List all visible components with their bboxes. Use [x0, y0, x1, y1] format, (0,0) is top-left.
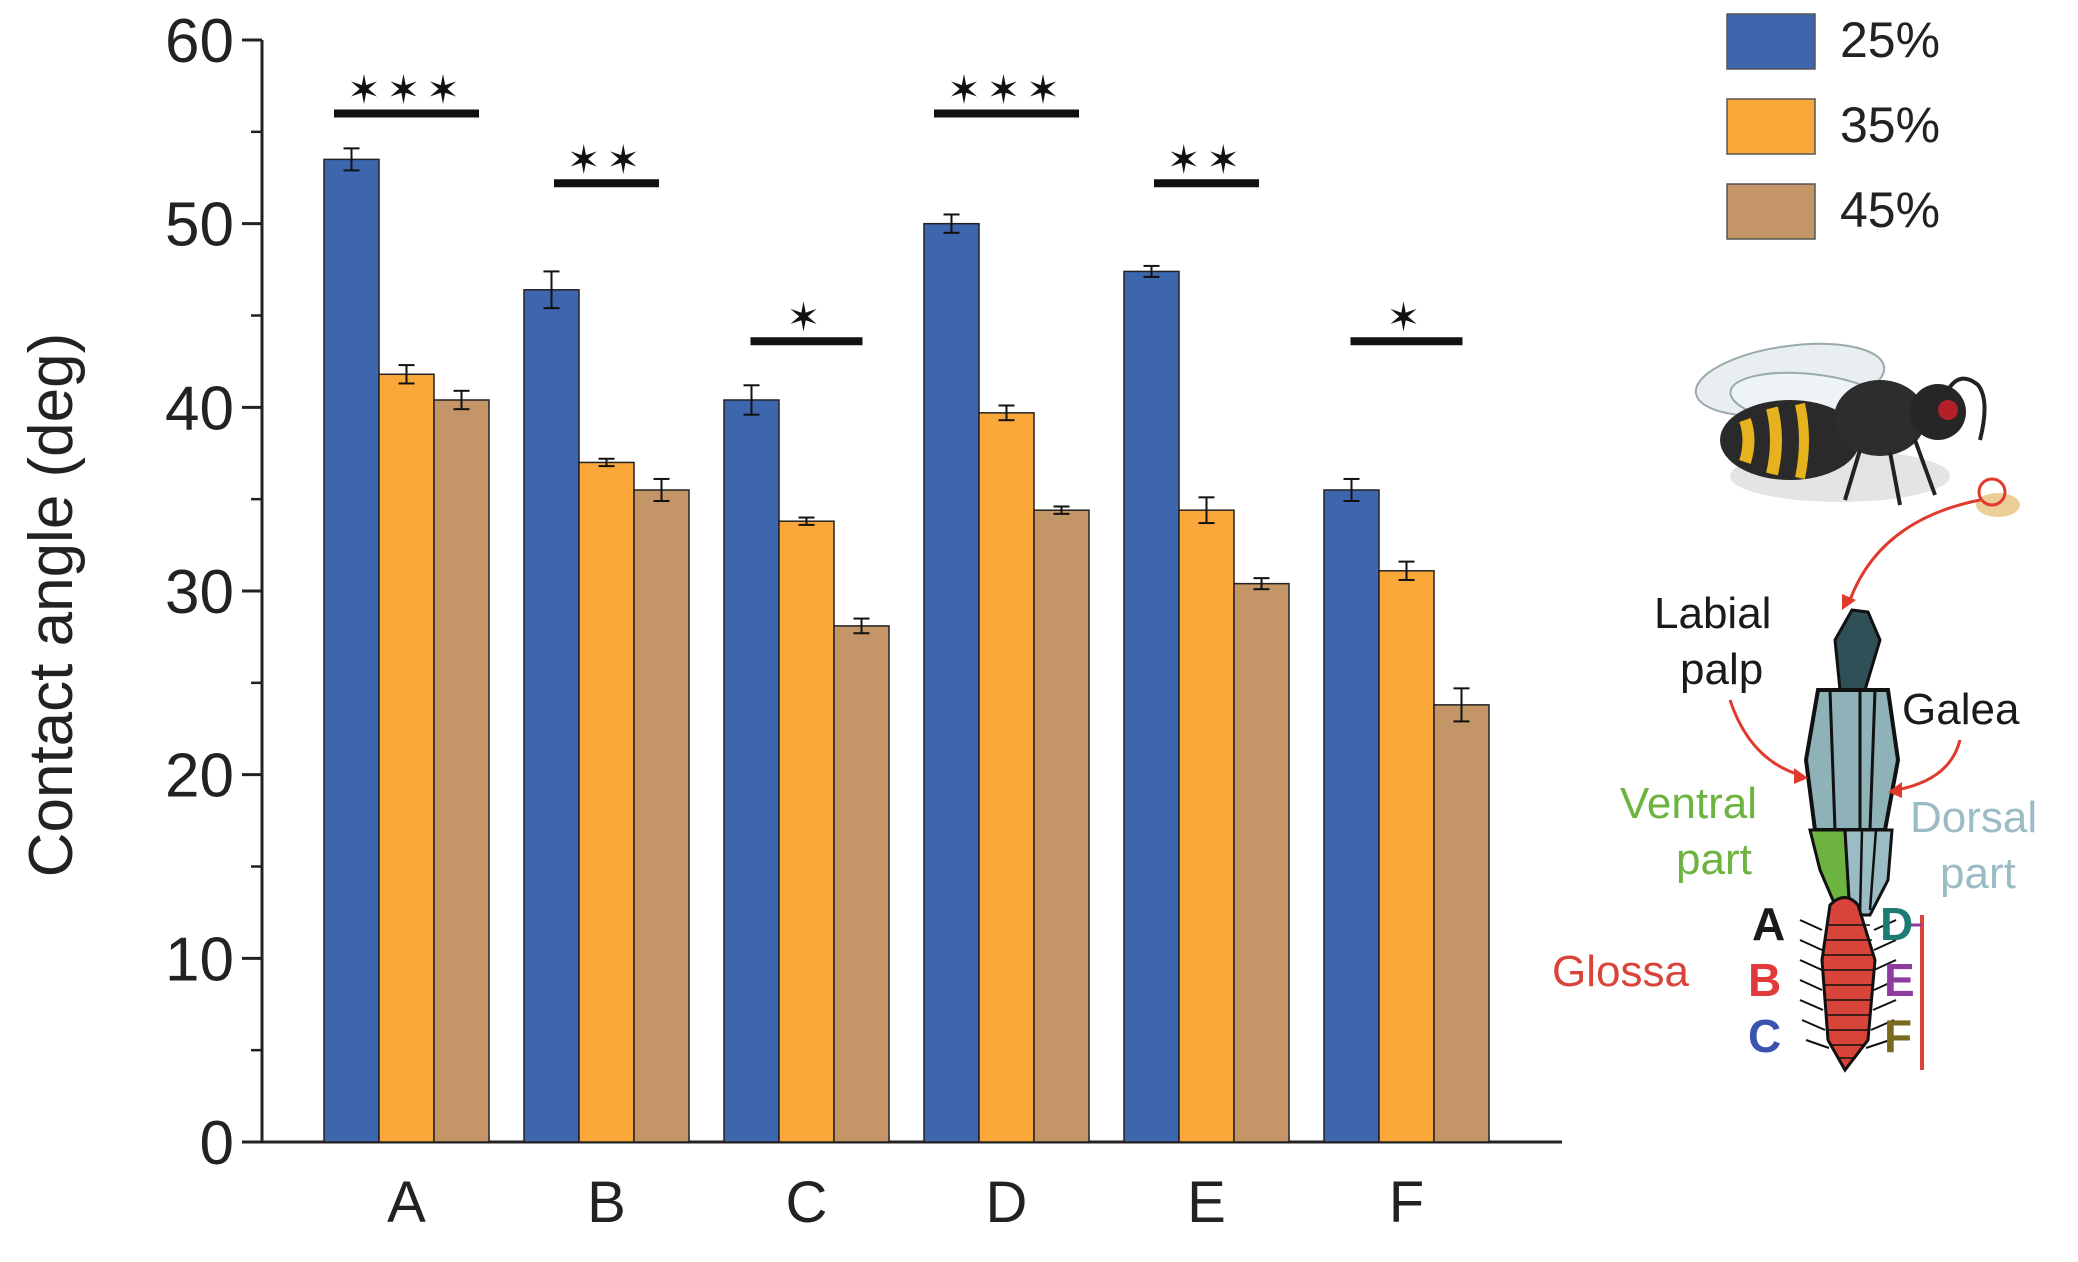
bar-d-1: [978, 412, 1035, 1143]
proboscis-diagram: [1799, 608, 1924, 1073]
y-tick-label: 50: [165, 191, 234, 260]
region-label-f: F: [1884, 1010, 1912, 1062]
y-tick-label: 20: [165, 742, 234, 811]
zoom-arrowhead: [1842, 594, 1856, 610]
significance-label: ✶✶: [567, 137, 646, 183]
bar-c-0: [723, 399, 780, 1143]
error-bars: [343, 147, 1470, 723]
bar-a-0: [323, 158, 380, 1143]
y-tick-label: 40: [165, 374, 234, 443]
bar-b-2: [633, 489, 690, 1143]
bar-f-0: [1323, 489, 1380, 1143]
legend-swatch-45: [1726, 183, 1816, 240]
bar-e-2: [1233, 582, 1290, 1143]
x-tick-label-b: B: [587, 1170, 626, 1235]
galea-arrowhead: [1888, 782, 1902, 798]
bar-e-0: [1123, 270, 1180, 1143]
significance-label: ✶✶✶: [947, 67, 1066, 113]
labial-arrowhead: [1794, 768, 1808, 784]
legend-swatch-35: [1726, 98, 1816, 155]
bar-a-2: [433, 399, 490, 1143]
zoom-arrow: [1848, 498, 1981, 601]
region-label-d: D: [1880, 898, 1913, 950]
legend-label-25: 25%: [1840, 12, 1940, 68]
y-tick-label: 0: [200, 1109, 234, 1178]
ventral-label-2: part: [1676, 835, 1752, 884]
bar-b-1: [578, 461, 635, 1143]
significance-label: ✶✶✶: [347, 67, 466, 113]
bar-f-2: [1433, 704, 1490, 1143]
y-ticks: 0 10 20 30 40 50 60: [165, 7, 262, 1178]
x-tick-label-e: E: [1187, 1170, 1226, 1235]
bar-d-2: [1033, 509, 1090, 1143]
region-label-e: E: [1884, 954, 1915, 1006]
bar-c-2: [833, 625, 890, 1143]
galea-label: Galea: [1902, 685, 2020, 734]
region-label-c: C: [1748, 1010, 1781, 1062]
bar-f-1: [1378, 570, 1435, 1143]
ventral-label-1: Ventral: [1620, 779, 1757, 828]
labial-palp-label-2: palp: [1680, 645, 1763, 694]
significance-label: ✶: [787, 295, 827, 341]
significance-markers: ✶✶✶✶✶✶✶✶✶✶✶✶: [334, 67, 1463, 346]
y-tick-label: 10: [165, 925, 234, 994]
legend: 25% 35% 45%: [1726, 12, 1940, 240]
x-tick-label-a: A: [387, 1170, 426, 1235]
galea-arrow: [1895, 739, 1962, 792]
bars: [323, 158, 1490, 1143]
bar-a-1: [378, 373, 435, 1143]
bee-illustration: [1694, 342, 2020, 517]
labial-arrow: [1728, 699, 1801, 777]
legend-label-35: 35%: [1840, 97, 1940, 153]
dorsal-label-2: part: [1940, 849, 2016, 898]
significance-label: ✶: [1387, 295, 1427, 341]
labial-palp-label-1: Labial: [1654, 589, 1771, 638]
legend-label-45: 45%: [1840, 182, 1940, 238]
dorsal-label-1: Dorsal: [1910, 793, 2037, 842]
glossa-label: Glossa: [1552, 947, 1689, 996]
x-tick-labels: A B C D E F: [387, 1170, 1424, 1235]
y-tick-label: 60: [165, 7, 234, 76]
bar-c-1: [778, 520, 835, 1143]
bar-e-1: [1178, 509, 1235, 1143]
region-label-b: B: [1748, 954, 1781, 1006]
significance-label: ✶✶: [1167, 137, 1246, 183]
x-tick-label-d: D: [986, 1170, 1028, 1235]
x-tick-label-f: F: [1389, 1170, 1424, 1235]
y-tick-label: 30: [165, 558, 234, 627]
bar-d-0: [923, 222, 980, 1143]
x-tick-label-c: C: [786, 1170, 828, 1235]
bar-b-0: [523, 289, 580, 1143]
legend-swatch-25: [1726, 13, 1816, 70]
y-axis-title: Contact angle (deg): [17, 333, 86, 878]
region-label-a: A: [1752, 898, 1785, 950]
